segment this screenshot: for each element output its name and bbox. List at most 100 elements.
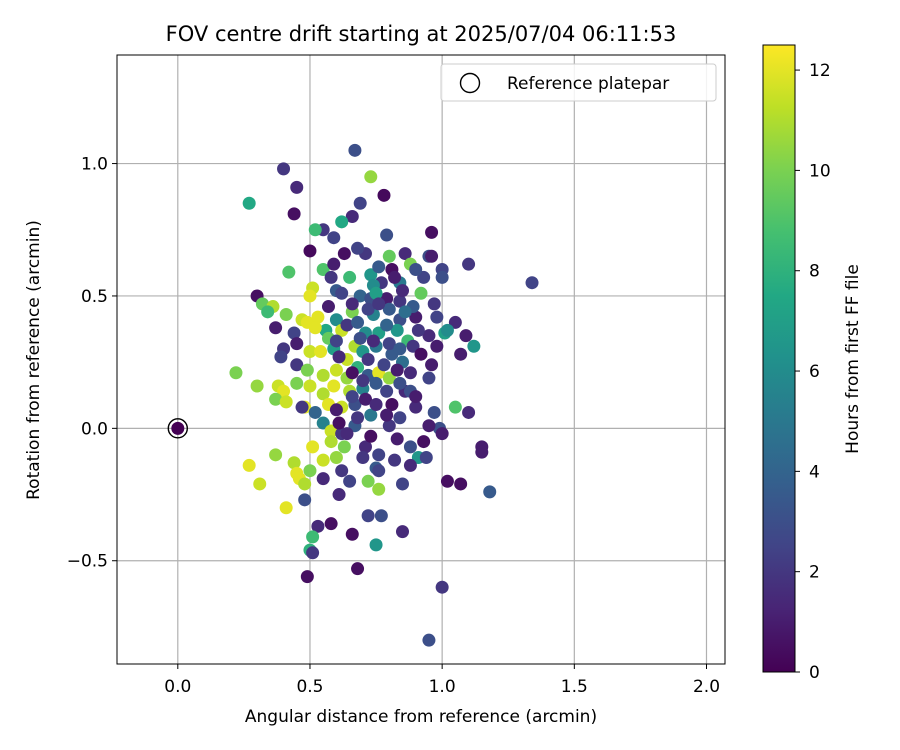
- data-point: [425, 249, 439, 263]
- data-point: [361, 302, 375, 316]
- legend-box: [440, 63, 717, 102]
- data-point: [390, 323, 404, 337]
- data-point: [316, 262, 330, 276]
- data-point: [409, 310, 423, 324]
- data-point: [290, 180, 304, 194]
- data-point: [343, 474, 357, 488]
- data-point: [358, 440, 372, 454]
- data-point: [303, 379, 317, 393]
- data-point: [306, 546, 320, 560]
- data-point: [316, 453, 330, 467]
- data-point: [374, 509, 388, 523]
- data-point: [435, 270, 449, 284]
- colorbar: 0 2 4 6 8 10 12 Hours from first FF file: [762, 44, 863, 683]
- data-point: [372, 297, 386, 311]
- data-point: [372, 448, 386, 462]
- data-point: [364, 268, 378, 282]
- data-point: [361, 509, 375, 523]
- data-point: [279, 307, 293, 321]
- data-point: [269, 448, 283, 462]
- y-axis-ticks: −0.5 0.0 0.5 1.0: [67, 155, 117, 572]
- data-point: [343, 270, 357, 284]
- data-point: [337, 247, 351, 261]
- data-point: [459, 329, 473, 343]
- data-point: [290, 337, 304, 351]
- data-point: [409, 390, 423, 404]
- data-point: [388, 453, 402, 467]
- data-point: [308, 223, 322, 237]
- plot-frame: [116, 54, 726, 665]
- data-point: [353, 331, 367, 345]
- data-point: [382, 419, 396, 433]
- legend-marker: [459, 72, 481, 94]
- data-point: [335, 286, 349, 300]
- data-point: [411, 323, 425, 337]
- data-point: [382, 302, 396, 316]
- data-point: [324, 424, 338, 438]
- data-point: [332, 350, 346, 364]
- data-point: [425, 225, 439, 239]
- data-point: [335, 464, 349, 478]
- data-point: [369, 538, 383, 552]
- data-point: [385, 398, 399, 412]
- data-point: [253, 477, 267, 491]
- data-point: [430, 339, 444, 353]
- data-point: [398, 247, 412, 261]
- data-point: [306, 440, 320, 454]
- data-point: [366, 334, 380, 348]
- colorbar-tick-label: 12: [809, 61, 831, 81]
- data-point: [403, 458, 417, 472]
- data-point: [361, 353, 375, 366]
- data-point: [303, 464, 317, 478]
- x-axis-ticks: 0.0 0.5 1.0 1.5 2.0: [164, 664, 720, 697]
- y-axis-label: Rotation from reference (arcmin): [24, 220, 44, 500]
- data-point: [348, 143, 362, 157]
- data-point: [380, 228, 394, 242]
- data-point: [435, 427, 449, 441]
- data-point: [287, 456, 301, 470]
- grid-lines: [117, 55, 725, 664]
- data-point: [353, 289, 367, 303]
- data-point: [369, 286, 383, 300]
- y-tick-label: 0.0: [81, 419, 108, 439]
- reference-point-ring: [167, 418, 189, 439]
- data-point: [382, 249, 396, 263]
- data-point: [372, 260, 386, 274]
- data-point: [377, 358, 391, 372]
- data-point: [414, 347, 428, 361]
- data-point: [448, 400, 462, 414]
- data-point: [351, 411, 365, 425]
- data-point: [303, 289, 317, 303]
- data-point: [369, 376, 383, 390]
- data-point: [462, 257, 476, 271]
- data-point: [332, 416, 346, 430]
- data-point: [422, 329, 436, 343]
- x-tick-label: 1.0: [429, 677, 456, 697]
- data-point: [269, 392, 283, 406]
- data-point: [345, 390, 359, 404]
- data-point: [382, 371, 396, 385]
- data-point: [382, 337, 396, 351]
- data-point: [448, 315, 462, 329]
- data-point: [393, 411, 407, 425]
- data-point: [308, 405, 322, 419]
- data-point: [279, 395, 293, 409]
- data-point: [406, 339, 420, 353]
- x-tick-label: 0.5: [296, 677, 323, 697]
- data-point: [417, 270, 431, 284]
- data-point: [380, 318, 394, 332]
- data-point: [440, 474, 454, 488]
- data-point: [242, 196, 256, 210]
- data-point: [425, 358, 439, 372]
- data-point: [300, 570, 314, 584]
- data-point: [329, 334, 343, 348]
- colorbar-tick-label: 0: [809, 663, 820, 683]
- data-point: [388, 270, 402, 284]
- data-point: [414, 286, 428, 300]
- data-point: [311, 310, 325, 324]
- data-point: [380, 408, 394, 422]
- data-point: [298, 493, 312, 507]
- data-point: [324, 270, 338, 284]
- data-point: [419, 450, 433, 464]
- data-point: [316, 387, 330, 401]
